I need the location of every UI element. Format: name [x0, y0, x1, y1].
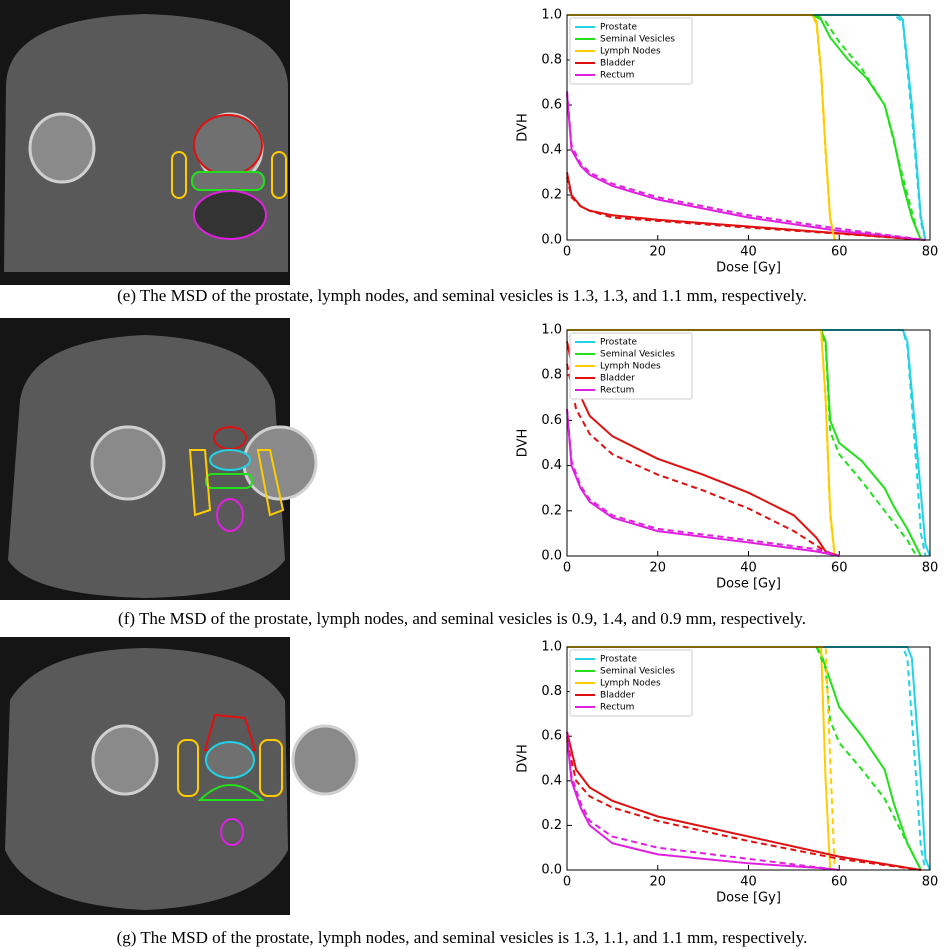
chart: 0 20 40 60 80 0.0 0.2 0.4 0.6 0.8 1.0 Dose [Gy] DVH P… — [516, 640, 939, 906]
dvh-line — [566, 740, 922, 871]
legend-label: Rectum — [600, 703, 634, 713]
x-axis-label: Dose [Gy] — [716, 891, 781, 906]
y-tick-label: 0.6 — [541, 98, 562, 113]
x-tick-label: 40 — [740, 245, 757, 260]
legend-label: Lymph Nodes — [600, 679, 661, 689]
x-tick-label: 20 — [649, 875, 666, 890]
y-tick-label: 0.8 — [541, 368, 562, 383]
legend-label: Bladder — [600, 374, 635, 384]
y-tick-label: 0.8 — [541, 684, 562, 699]
dvh-line — [566, 736, 840, 871]
legend-label: Bladder — [600, 691, 635, 701]
dvh-line — [567, 329, 927, 557]
x-tick-label: 40 — [740, 561, 757, 576]
axes-frame — [566, 14, 931, 241]
dvh-line — [566, 93, 926, 241]
legend-box — [569, 332, 693, 400]
x-tick-label: 60 — [831, 245, 848, 260]
dvh-line — [567, 329, 836, 557]
x-tick-label: 40 — [740, 875, 757, 890]
caption: (e) The MSD of the prostate, lymph nodes… — [117, 286, 807, 305]
dvh-line — [567, 646, 922, 871]
legend-label: Prostate — [600, 655, 638, 665]
legend-label: Seminal Vesicles — [600, 350, 675, 360]
y-tick-label: 0.6 — [541, 413, 562, 428]
legend-label: Seminal Vesicles — [600, 667, 675, 677]
x-tick-label: 20 — [649, 561, 666, 576]
y-axis-label: DVH — [516, 429, 531, 457]
legend-label: Prostate — [600, 23, 638, 33]
dvh-line — [566, 409, 840, 557]
y-tick-label: 1.0 — [541, 8, 562, 23]
legend-label: Bladder — [600, 59, 635, 69]
y-tick-label: 0.4 — [541, 458, 562, 473]
dvh-line — [567, 329, 918, 557]
axes-frame — [566, 646, 931, 871]
y-tick-label: 0.0 — [541, 863, 562, 878]
y-tick-label: 0.0 — [541, 233, 562, 248]
y-tick-label: 0.4 — [541, 773, 562, 788]
dvh-line — [567, 646, 836, 871]
legend-label: Seminal Vesicles — [600, 35, 675, 45]
dvh-line — [566, 731, 922, 871]
chart: 0 20 40 60 80 0.0 0.2 0.4 0.6 0.8 1.0 Dose [Gy] DVH P… — [516, 323, 939, 592]
axes-frame — [566, 329, 931, 557]
y-tick-label: 1.0 — [541, 640, 562, 655]
legend-label: Lymph Nodes — [600, 362, 661, 372]
dvh-line — [566, 731, 840, 871]
x-tick-label: 60 — [831, 875, 848, 890]
legend-label: Rectum — [600, 386, 634, 396]
y-tick-label: 0.6 — [541, 729, 562, 744]
dvh-line — [566, 341, 840, 557]
x-tick-label: 80 — [922, 875, 939, 890]
caption: (f) The MSD of the prostate, lymph nodes… — [118, 609, 806, 628]
y-tick-label: 0.8 — [541, 53, 562, 68]
x-axis-label: Dose [Gy] — [716, 577, 781, 592]
y-tick-label: 0.0 — [541, 549, 562, 564]
y-axis-label: DVH — [516, 744, 531, 772]
dvh-line — [566, 91, 926, 241]
y-tick-label: 0.4 — [541, 143, 562, 158]
y-tick-label: 0.2 — [541, 188, 562, 203]
legend-box — [569, 649, 693, 717]
dvh-line — [567, 646, 927, 871]
legend-label: Prostate — [600, 338, 638, 348]
y-tick-label: 0.2 — [541, 818, 562, 833]
dvh-line — [566, 176, 926, 241]
y-axis-label: DVH — [516, 113, 531, 141]
x-tick-label: 0 — [563, 245, 571, 260]
x-tick-label: 60 — [831, 561, 848, 576]
x-tick-label: 80 — [922, 561, 939, 576]
x-tick-label: 0 — [563, 561, 571, 576]
x-tick-label: 80 — [922, 245, 939, 260]
x-tick-label: 0 — [563, 875, 571, 890]
y-tick-label: 0.2 — [541, 503, 562, 518]
dvh-line — [566, 409, 840, 557]
legend-label: Lymph Nodes — [600, 47, 661, 57]
legend-label: Rectum — [600, 71, 634, 81]
chart: 0 20 40 60 80 0.0 0.2 0.4 0.6 0.8 1.0 Dose [Gy] DVH P… — [516, 8, 939, 276]
dvh-line — [566, 363, 840, 557]
caption: (g) The MSD of the prostate, lymph nodes… — [117, 928, 808, 947]
ct-panels — [0, 0, 359, 915]
x-tick-label: 20 — [649, 245, 666, 260]
y-tick-label: 1.0 — [541, 323, 562, 338]
x-axis-label: Dose [Gy] — [716, 261, 781, 276]
legend-box — [569, 17, 693, 85]
dvh-line — [567, 14, 922, 241]
